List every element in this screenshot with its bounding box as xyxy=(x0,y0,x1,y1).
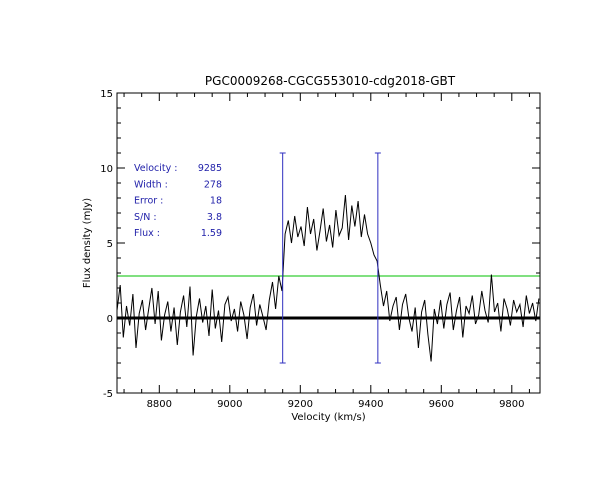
y-tick-label: 15 xyxy=(100,89,113,100)
fit-statistics: Velocity : 9285 Width : 278 Error : 18 S/N : 3.… xyxy=(134,163,222,239)
y-axis-title: Flux density (mJy) xyxy=(82,198,93,288)
stat-label: Width : xyxy=(134,179,168,190)
x-tick-label: 9800 xyxy=(499,399,524,410)
y-tick-label: 0 xyxy=(107,314,113,325)
axes: 8800 9000 9200 9400 9600 9800 -5 0 5 10 15 xyxy=(100,89,540,410)
plot-frame xyxy=(116,92,541,394)
x-tick-label: 9400 xyxy=(358,399,383,410)
x-tick-label: 9000 xyxy=(217,399,242,410)
y-tick-label: 10 xyxy=(100,164,113,175)
x-axis-title: Velocity (km/s) xyxy=(291,412,365,423)
y-tick-label: 5 xyxy=(107,239,113,250)
spectrum-series-0 xyxy=(116,194,540,362)
stat-label: Velocity : xyxy=(134,163,178,174)
x-tick-label: 9600 xyxy=(429,399,454,410)
stat-label: Flux : xyxy=(134,228,160,239)
x-tick-label: 9200 xyxy=(288,399,313,410)
stat-label: S/N : xyxy=(134,212,157,223)
stat-label: Error : xyxy=(134,196,163,207)
chart-title: PGC0009268-CGCG553010-cdg2018-GBT xyxy=(205,74,456,88)
stat-value: 18 xyxy=(210,196,222,207)
plot-area xyxy=(116,152,540,364)
stat-value: 1.59 xyxy=(201,228,222,239)
y-tick-label: -5 xyxy=(103,389,113,400)
stat-value: 3.8 xyxy=(207,212,222,223)
stat-value: 278 xyxy=(204,179,222,190)
stat-value: 9285 xyxy=(198,163,222,174)
x-tick-label: 8800 xyxy=(147,399,172,410)
